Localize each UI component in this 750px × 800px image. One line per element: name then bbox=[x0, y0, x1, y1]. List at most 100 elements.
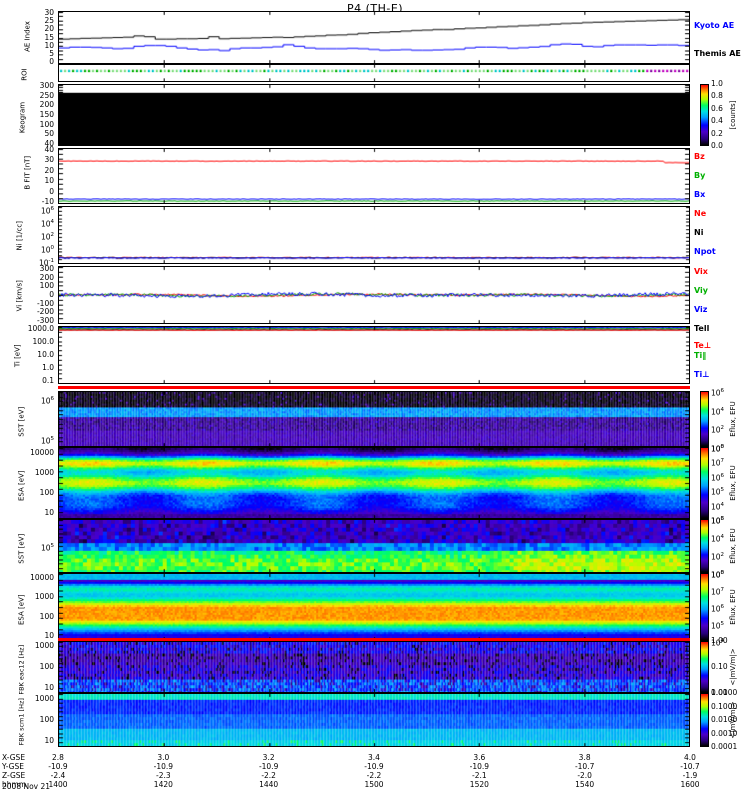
legend-ni: Ni bbox=[694, 228, 704, 237]
tick-ni-3: 104 bbox=[40, 219, 54, 229]
tick-vi-0: -300 bbox=[36, 316, 54, 325]
legend-kyoto-ae: Kyoto AE bbox=[694, 21, 735, 30]
colorbar-tick-fbk-scm1-0: 0.0001 bbox=[711, 742, 738, 751]
tick-ni-2: 102 bbox=[40, 232, 54, 242]
colorbar-tick-fbk-eac12-2: 1.00 bbox=[711, 636, 728, 645]
tick-ae-6: 30 bbox=[44, 8, 54, 17]
tick-esae-0: 10 bbox=[44, 508, 54, 517]
colorbar-label-keogram: [counts] bbox=[729, 100, 737, 130]
ephemeris-row-label-2: Z-GSE bbox=[2, 771, 26, 780]
colorbar-tick-fbk-scm1-4: 1.0000 bbox=[711, 688, 738, 697]
tick-fbke-0: 10 bbox=[44, 683, 54, 692]
ephemeris-value-2-5: -2.0 bbox=[577, 771, 592, 780]
legend-bx: Bx bbox=[694, 190, 706, 199]
ephemeris-value-2-2: -2.2 bbox=[261, 771, 276, 780]
tick-keo-5: 250 bbox=[39, 90, 54, 100]
colorbar-tick-sst-ion-3: 106 bbox=[711, 516, 725, 526]
colorbar-sst-electron bbox=[700, 391, 709, 447]
colorbar-tick-esa-electron-1: 104 bbox=[711, 501, 725, 512]
tick-esae-2: 1000 bbox=[34, 468, 54, 477]
tick-ti-4: 1000.0 bbox=[27, 324, 54, 333]
ephemeris-value-2-0: -2.4 bbox=[50, 771, 66, 780]
ephemeris-value-0-3: 3.4 bbox=[368, 753, 380, 762]
legend-ti: Ti‖ bbox=[694, 351, 707, 360]
ephemeris-row-label-3: hhmm bbox=[2, 780, 27, 789]
tick-vi-3: 0 bbox=[49, 290, 54, 299]
tick-bfit-1: 0 bbox=[49, 186, 54, 196]
ephemeris-value-1-2: -10.9 bbox=[258, 762, 279, 771]
tick-vi-5: 200 bbox=[39, 272, 54, 282]
colorbar-fbk-eac12 bbox=[700, 641, 709, 693]
tick-fbks-2: 1000 bbox=[34, 694, 54, 703]
tick-ni-1: 100 bbox=[40, 245, 54, 255]
panel-ni bbox=[58, 206, 690, 264]
panel-esa-electron bbox=[58, 447, 690, 519]
ephemeris-value-1-3: -10.9 bbox=[364, 762, 384, 771]
tick-fbke-2: 1000 bbox=[34, 641, 54, 650]
colorbar-tick-sst-electron-1: 102 bbox=[711, 425, 725, 435]
colorbar-tick-sst-electron-2: 104 bbox=[711, 406, 725, 417]
colorbar-tick-esa-electron-2: 105 bbox=[711, 487, 725, 497]
legend-ne: Ne bbox=[694, 209, 707, 218]
colorbar-tick-fbk-scm1-3: 0.1000 bbox=[711, 701, 738, 711]
colorbar-tick-sst-ion-1: 102 bbox=[711, 552, 725, 562]
ephemeris-value-2-4: -2.1 bbox=[472, 771, 487, 780]
ephemeris-value-1-5: -10.7 bbox=[574, 762, 595, 771]
legend-bz: Bz bbox=[694, 152, 705, 161]
colorbar-tick-keogram-0: 0.0 bbox=[711, 141, 723, 150]
tick-sste-1: 106 bbox=[40, 396, 54, 406]
tick-ae-5: 25 bbox=[44, 16, 54, 26]
tick-fbks-0: 10 bbox=[44, 736, 54, 745]
panel-sst-ion bbox=[58, 519, 690, 573]
ylabel-sst-e-text: SST [eV] bbox=[17, 406, 26, 437]
tick-ae-4: 20 bbox=[44, 24, 54, 34]
ephemeris-value-2-1: -2.3 bbox=[156, 771, 171, 780]
tick-bfit-3: 20 bbox=[44, 165, 54, 175]
panel-keogram bbox=[58, 84, 690, 146]
panel-ti bbox=[58, 326, 690, 384]
tick-esai-3: 10000 bbox=[30, 573, 54, 582]
tick-keo-0: 40 bbox=[44, 139, 54, 148]
tick-vi-1: -200 bbox=[36, 307, 54, 317]
tick-ti-0: 0.1 bbox=[42, 376, 54, 385]
ephemeris-value-0-2: 3.2 bbox=[262, 753, 275, 762]
tick-esai-0: 10 bbox=[44, 631, 54, 640]
tick-ae-2: 10 bbox=[44, 40, 54, 50]
legend-by: By bbox=[694, 171, 706, 180]
legend-ti: Ti⊥ bbox=[694, 370, 710, 379]
colorbar-label-esa-electron: Eflux, EFU bbox=[729, 465, 737, 501]
colorbar-tick-esa-electron-4: 107 bbox=[711, 458, 725, 468]
legend-vix: Vix bbox=[694, 267, 708, 276]
ephemeris-value-3-4: 1520 bbox=[469, 780, 489, 789]
tick-esai-2: 1000 bbox=[34, 592, 54, 602]
panel-esa-ion bbox=[58, 573, 690, 641]
colorbar-label-esa-ion: Eflux, EFU bbox=[729, 589, 737, 625]
colorbar-tick-sst-electron-0: 100 bbox=[711, 444, 725, 454]
legend-te: Te⊥ bbox=[694, 341, 712, 350]
tick-ssti-0: 105 bbox=[40, 543, 54, 553]
tick-keo-1: 50 bbox=[44, 129, 54, 139]
ephemeris-value-1-0: -10.9 bbox=[48, 762, 68, 771]
colorbar-tick-keogram-3: 0.6 bbox=[711, 103, 723, 113]
legend-viz: Viz bbox=[694, 305, 708, 314]
colorbar-tick-esa-electron-5: 108 bbox=[711, 444, 725, 454]
ylabel-esa-electron: ESA [eV] bbox=[17, 460, 26, 512]
ephemeris-value-2-3: -2.2 bbox=[366, 771, 382, 780]
colorbar-tick-esa-electron-0: 103 bbox=[711, 516, 725, 526]
colorbar-sst-ion bbox=[700, 519, 709, 573]
colorbar-keogram bbox=[700, 84, 709, 146]
tick-vi-4: 100 bbox=[39, 281, 54, 291]
tick-ni-4: 106 bbox=[40, 206, 54, 216]
ephemeris-value-1-6: -10.7 bbox=[680, 762, 700, 771]
tick-keo-2: 100 bbox=[39, 119, 54, 129]
colorbar-tick-fbk-scm1-2: 0.0100 bbox=[711, 715, 738, 724]
ephemeris-value-1-1: -10.9 bbox=[153, 762, 174, 771]
ephemeris-value-0-0: 2.8 bbox=[52, 753, 64, 762]
tick-esae-3: 10000 bbox=[30, 448, 54, 457]
legend-npot: Npot bbox=[694, 247, 716, 256]
colorbar-tick-fbk-eac12-0: 0.01 bbox=[711, 688, 728, 697]
panel-vi bbox=[58, 266, 690, 324]
colorbar-tick-esa-ion-4: 108 bbox=[711, 570, 725, 580]
ephemeris-value-3-5: 1540 bbox=[575, 780, 595, 789]
